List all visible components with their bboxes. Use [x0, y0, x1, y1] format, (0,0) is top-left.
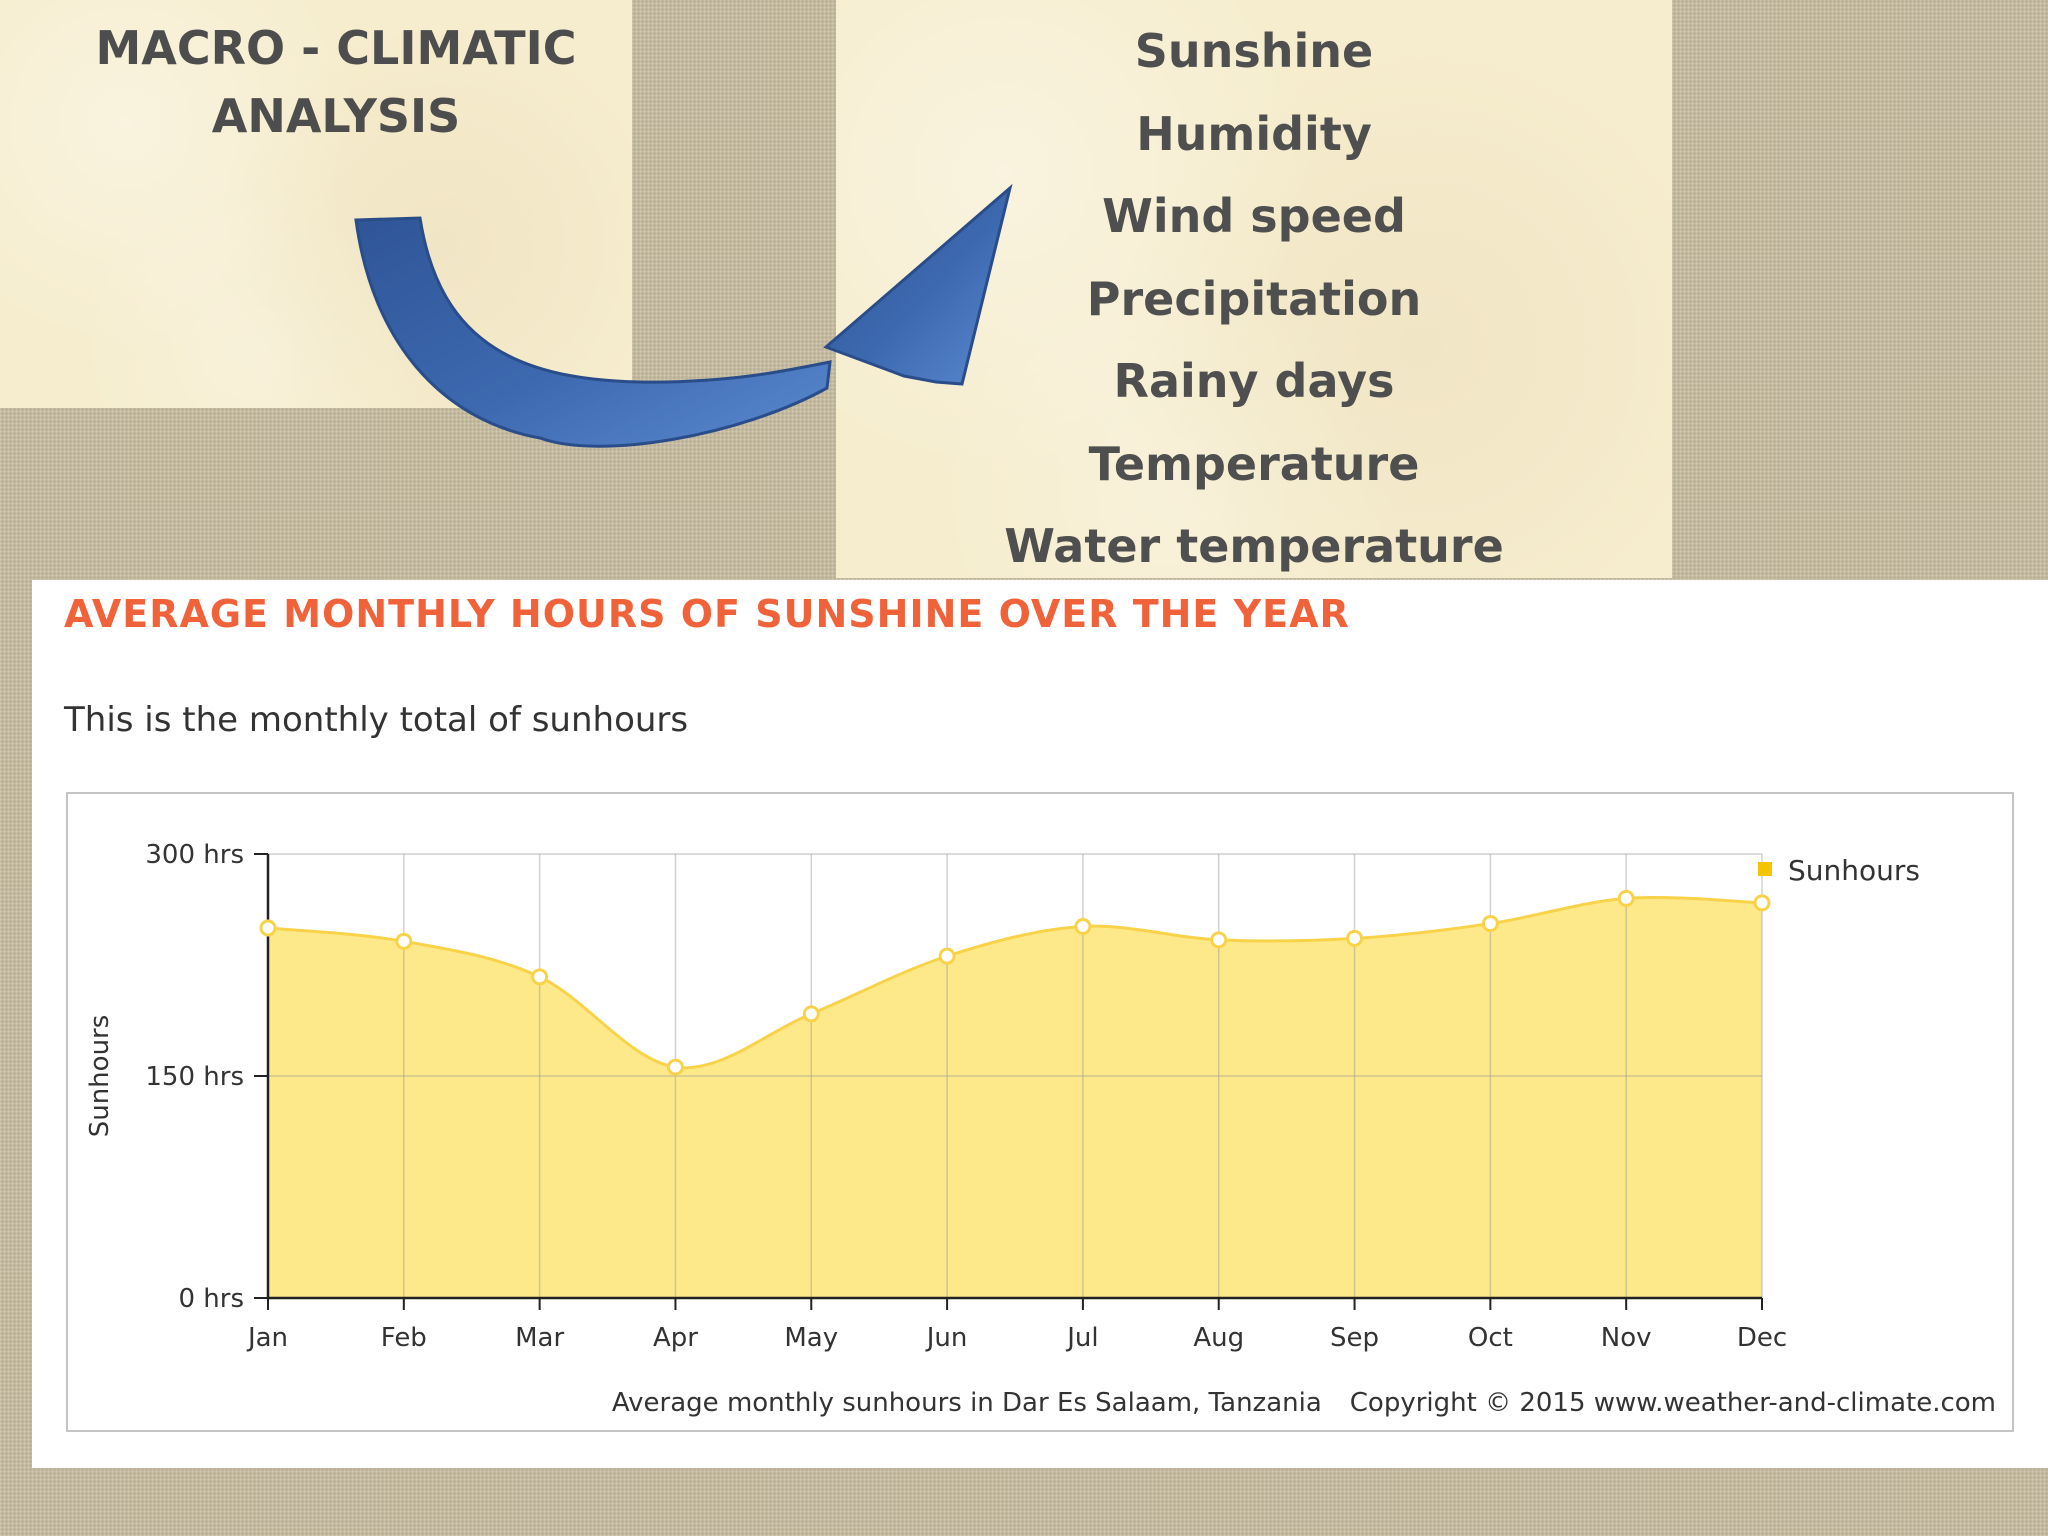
x-tick-label: Jul — [1065, 1323, 1098, 1353]
chart-source-text: Average monthly sunhours in Dar Es Salaa… — [611, 1388, 1322, 1418]
climate-factor-list: Sunshine Humidity Wind speed Precipitation R… — [836, 10, 1672, 588]
curved-arrow-icon — [354, 183, 1013, 448]
x-tick-label: May — [784, 1323, 838, 1353]
chart-copyright-link[interactable]: Copyright © 2015 www.weather-and-climate… — [1349, 1388, 1996, 1418]
slide-title-line2: ANALYSIS — [211, 89, 461, 143]
data-point-aug[interactable] — [1210, 931, 1228, 949]
data-point-may[interactable] — [802, 1005, 820, 1023]
climate-factor-item: Wind speed — [1102, 189, 1406, 243]
sunshine-chart-card: AVERAGE MONTHLY HOURS OF SUNSHINE OVER T… — [32, 580, 2048, 1468]
x-tick-label: Jan — [246, 1323, 288, 1353]
climate-factor-item: Rainy days — [1113, 354, 1395, 408]
data-point-apr[interactable] — [666, 1058, 684, 1076]
x-tick-label: Mar — [515, 1323, 564, 1353]
y-tick-label: 150 hrs — [145, 1062, 244, 1092]
data-point-mar[interactable] — [531, 968, 549, 986]
x-tick-label: Nov — [1601, 1323, 1652, 1353]
data-point-dec[interactable] — [1753, 894, 1771, 912]
climate-factor-item: Humidity — [1136, 106, 1372, 161]
x-tick-label: Oct — [1468, 1323, 1513, 1353]
climate-factor-item: Temperature — [1088, 436, 1420, 491]
y-tick-label: 0 hrs — [178, 1284, 244, 1314]
legend-label: Sunhours — [1788, 854, 1920, 887]
legend-swatch-icon — [1758, 862, 1772, 876]
slide-title-line1: MACRO - CLIMATIC — [95, 21, 577, 75]
chart-frame: 0 hrs 150 hrs 300 hrs Jan Feb Mar Apr May Jun Jul… — [66, 792, 2014, 1432]
slide-title: MACRO - CLIMATIC ANALYSIS — [0, 14, 672, 150]
data-point-jan[interactable] — [259, 919, 277, 937]
chart-legend[interactable]: Sunhours — [1758, 854, 1920, 887]
data-point-oct[interactable] — [1481, 915, 1499, 933]
climate-factor-item: Water temperature — [1004, 519, 1504, 573]
data-point-jul[interactable] — [1074, 918, 1092, 936]
x-tick-label: Sep — [1330, 1323, 1379, 1353]
data-point-jun[interactable] — [938, 947, 956, 965]
data-point-feb[interactable] — [395, 932, 413, 950]
y-axis-title: Sunhours — [85, 1015, 115, 1138]
climate-factor-item: Sunshine — [1134, 24, 1374, 78]
climate-factor-item: Precipitation — [1086, 271, 1422, 326]
data-point-nov[interactable] — [1617, 889, 1635, 907]
x-tick-label: Apr — [653, 1323, 698, 1353]
chart-heading: AVERAGE MONTHLY HOURS OF SUNSHINE OVER T… — [64, 592, 1350, 636]
left-paper-panel — [0, 0, 632, 408]
sunhours-area-chart: 0 hrs 150 hrs 300 hrs Jan Feb Mar Apr May Jun Jul… — [85, 840, 1787, 1353]
x-tick-label: Dec — [1737, 1323, 1787, 1353]
y-tick-label: 300 hrs — [145, 840, 244, 870]
x-tick-label: Jun — [925, 1323, 968, 1353]
x-tick-label: Aug — [1193, 1323, 1244, 1353]
chart-footer: Average monthly sunhours in Dar Es Salaa… — [68, 1388, 1996, 1418]
data-point-sep[interactable] — [1346, 929, 1364, 947]
x-tick-label: Feb — [381, 1323, 427, 1353]
sunhours-area — [268, 897, 1762, 1298]
chart-subheading: This is the monthly total of sunhours — [64, 700, 689, 740]
